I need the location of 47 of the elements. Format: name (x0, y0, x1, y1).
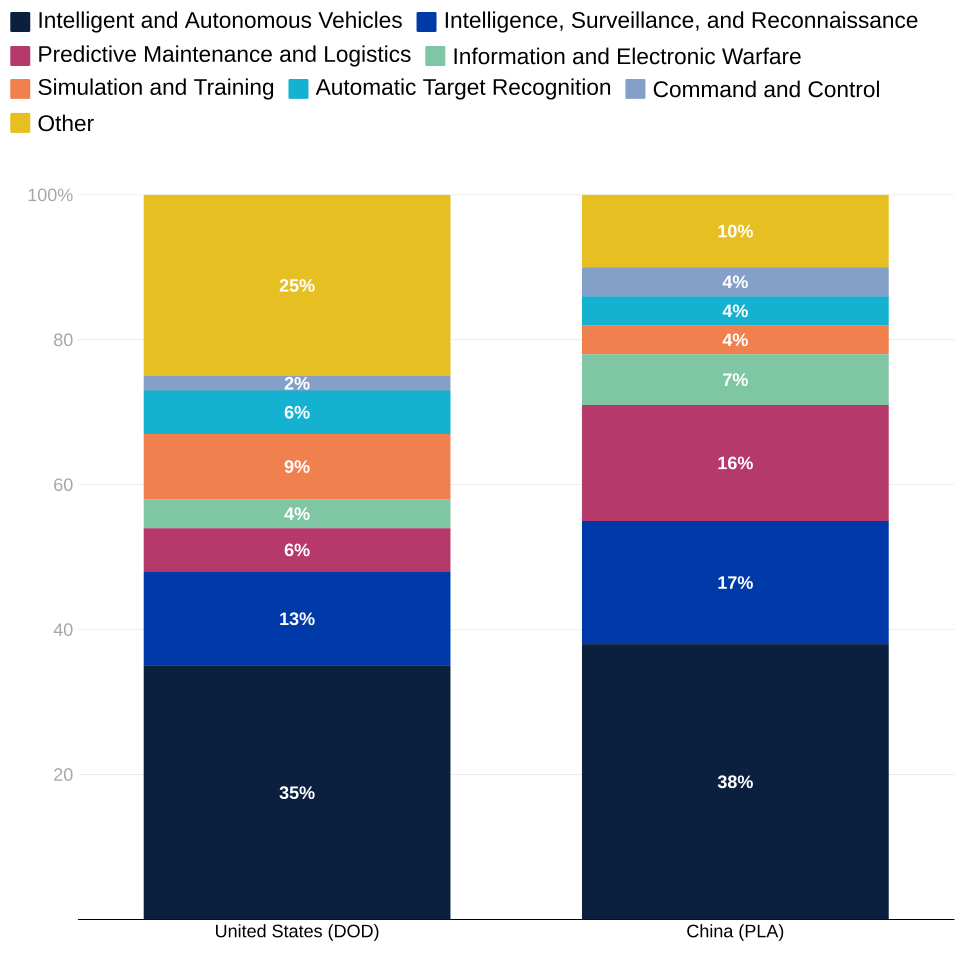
legend-label: Intelligent and Autonomous Vehicles (40, 11, 402, 32)
bar (582, 296, 889, 326)
y-tick-label: 60 (54, 478, 73, 491)
bar (144, 390, 450, 434)
bar (582, 644, 889, 920)
bar (144, 194, 450, 376)
y-tick-label: 80 (54, 333, 73, 346)
bar (582, 354, 889, 405)
bar (144, 666, 450, 920)
y-tick-label: 40 (54, 623, 73, 636)
bar (582, 194, 889, 268)
bar (582, 325, 889, 354)
legend-label: Command and Control (654, 80, 879, 98)
data-label: 16% (718, 456, 753, 470)
data-label: 4% (284, 507, 310, 520)
legend-label: Other (38, 114, 94, 132)
x-tick-label: United States (DOD) (216, 924, 378, 941)
x-tick-label: China (PLA) (687, 924, 784, 941)
data-label: 6% (284, 543, 310, 556)
bar (582, 520, 889, 644)
bar (582, 404, 889, 521)
data-label: 17% (718, 576, 753, 589)
legend-label: Predictive Maintenance and Logistics (39, 45, 411, 66)
data-label: 7% (723, 373, 748, 386)
data-label: 10% (718, 224, 753, 238)
bar (144, 434, 450, 499)
data-label: 38% (718, 775, 753, 788)
data-label: 9% (284, 460, 310, 473)
data-label: 2% (284, 376, 310, 390)
data-label: 13% (280, 612, 315, 625)
data-label: 6% (284, 406, 310, 418)
bar (144, 498, 450, 528)
bar (144, 376, 450, 390)
bar (144, 571, 450, 666)
data-label: 4% (722, 333, 748, 346)
legend-label: Intelligence, Surveillance, and Reconnaissance (446, 11, 918, 32)
bar (582, 267, 889, 296)
data-label: 4% (722, 275, 748, 288)
data-label: 35% (280, 786, 315, 799)
legend-label: Simulation and Training (38, 78, 274, 100)
y-tick-label: 20 (54, 768, 73, 781)
legend-label: Information and Electronic Warfare (454, 47, 801, 64)
data-label: 4% (722, 304, 748, 317)
bar (144, 528, 450, 572)
y-tick-label: 100% (28, 188, 73, 202)
legend-label: Automatic Target Recognition (316, 78, 610, 100)
data-label: 25% (280, 278, 315, 292)
